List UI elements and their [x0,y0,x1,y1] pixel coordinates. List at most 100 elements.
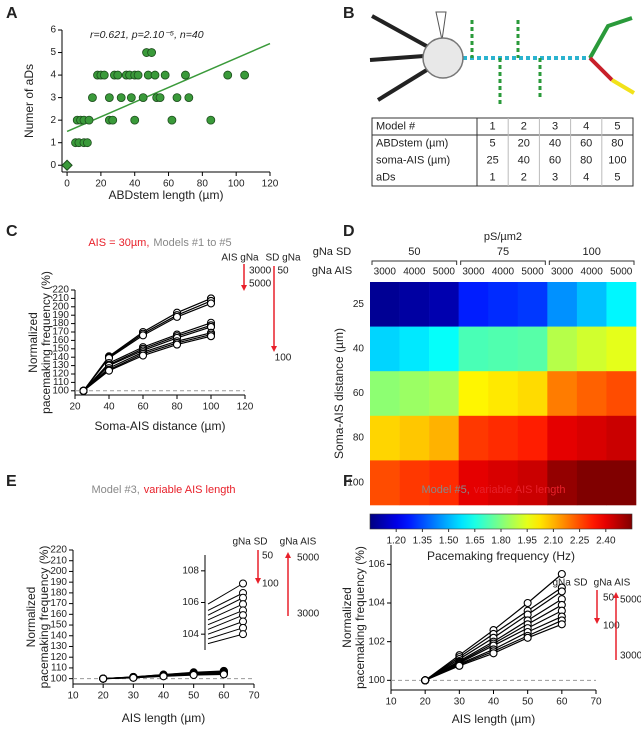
data-point [206,115,216,125]
x-tick-label: 30 [128,691,140,702]
heatmap-cell [606,326,637,372]
data-point [82,138,92,148]
heatmap-cell [517,415,548,461]
dendrite [376,66,432,102]
heatmap-cell [488,460,519,506]
heatmap-cell [576,460,607,506]
group-bracket [371,260,458,265]
colorbar-tick-label: 2.40 [596,536,616,547]
heatmap-cell [370,326,400,372]
y-tick-label: 80 [353,433,365,444]
annotation: 50 [277,266,289,277]
heatmap-cell [517,282,548,327]
column-value: 5000 [610,267,633,278]
column-value: 5000 [521,267,544,278]
heatmap-cell [517,460,548,506]
heatmap-cell [370,460,400,506]
arrow-head [271,346,277,352]
y-tick-label: 106 [368,559,385,570]
data-point [455,661,464,670]
heatmap-cell [399,460,430,506]
inset-point [239,579,247,588]
y-tick-label: 5 [50,47,56,58]
y-tick-label: 220 [50,545,67,556]
heatmap-cell [606,371,637,417]
column-value: 5000 [433,267,456,278]
heatmap-cell [429,415,459,461]
heatmap-cell [606,460,637,506]
data-point [138,351,148,360]
group-label: gNa SD [313,246,352,258]
heatmap-cell [576,415,607,461]
colorbar-tick-label: 1.50 [439,536,459,547]
heatmap-cell [399,371,430,417]
x-axis-label: AIS length (µm) [452,712,536,726]
y-tick-label: 40 [353,344,365,355]
x-tick-label: 70 [248,691,260,702]
data-point [159,672,168,681]
data-point [489,649,498,658]
heatmap-cell [458,415,489,461]
annotation: 3000 [620,651,641,662]
data-point [206,332,216,341]
y-axis-label: Normalized [26,312,40,373]
group-bracket [548,260,635,265]
heatmap-cell [547,282,578,327]
heatmap-cell [606,282,637,327]
data-point [104,366,114,375]
table-cell: 5 [614,171,620,183]
colorbar-tick-label: 1.20 [386,536,406,547]
y-tick-label: 120 [50,652,67,663]
heatmap-cell [576,371,607,417]
table-cell: 5 [490,137,496,149]
data-point [108,115,118,125]
subtitle-part: AIS = 30µm, [88,237,149,249]
group-value: 50 [408,246,420,258]
data-point [189,670,198,680]
y-tick-label: 160 [52,335,69,346]
data-point [172,340,182,349]
table-header: 1 [490,120,496,132]
heatmap-cell [547,460,578,506]
table-header: 2 [521,120,527,132]
data-point [130,115,140,125]
panel-label: B [343,5,355,22]
data-point [133,70,143,80]
y-tick-label: 100 [50,673,67,684]
data-point [126,93,136,103]
heatmap-cell [488,326,519,372]
annotation: 3000 [249,266,272,277]
pipette [435,11,447,41]
y-tick-label: 3 [50,92,56,103]
x-tick-label: 80 [171,402,183,413]
data-point [138,331,148,340]
x-tick-label: 100 [228,179,245,190]
y-tick-label: 102 [368,636,385,647]
heatmap-cell [576,326,607,372]
colorbar-tick-label: 1.65 [465,536,485,547]
data-point [129,673,138,682]
inset-line [207,583,244,605]
data-point [523,598,532,608]
data-point [150,70,160,80]
heatmap-cell [547,326,578,372]
heatmap-cell [458,371,489,417]
subtitle-part: Models #1 to #5 [153,237,231,249]
data-point [99,674,108,683]
panel-label: C [6,223,18,240]
inset-point [239,630,247,639]
group-value: 75 [497,246,509,258]
inset-line [207,633,244,645]
x-tick-label: 40 [488,697,500,708]
arrow-head [594,618,600,624]
x-tick-label: 0 [64,179,70,190]
data-point [240,70,250,80]
soma [422,37,464,79]
heatmap-cell [429,282,459,327]
arrow-head [255,578,261,584]
colorbar-tick-label: 1.35 [413,536,433,547]
series-line [83,335,212,392]
heatmap-cell [488,415,519,461]
x-tick-label: 40 [158,691,170,702]
